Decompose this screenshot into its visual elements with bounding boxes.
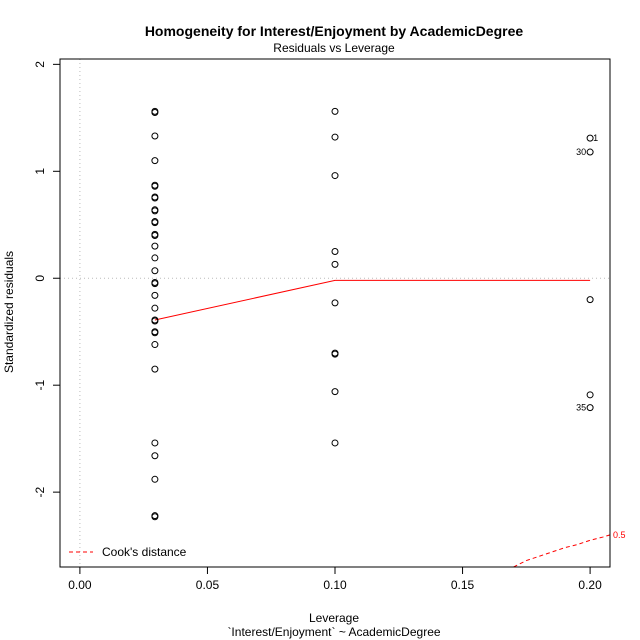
cooks-contour-label: 0.5 (613, 530, 626, 540)
data-point (331, 439, 339, 447)
x-tick-label: 0.15 (451, 578, 475, 592)
x-tick-label: 0.05 (196, 578, 220, 592)
smooth-line (154, 279, 591, 321)
data-point (151, 341, 159, 349)
data-point (151, 329, 159, 337)
data-point (151, 231, 159, 239)
data-point (331, 299, 339, 307)
x-tick-label: 0.20 (578, 578, 602, 592)
chart-subtitle: Residuals vs Leverage (273, 41, 395, 55)
x-tick-label: 0.00 (68, 578, 92, 592)
y-axis: -2 -1 0 1 2 (33, 61, 61, 497)
point-label: 35 (576, 403, 586, 413)
data-point (151, 194, 159, 202)
data-point (586, 134, 594, 142)
data-point (151, 280, 159, 288)
data-point (151, 219, 159, 227)
data-point (151, 439, 159, 447)
y-tick-label: 1 (33, 168, 47, 175)
x-axis-label: Leverage (309, 611, 359, 625)
data-point (151, 475, 159, 483)
plot-frame (59, 58, 611, 568)
data-point (586, 296, 594, 304)
x-tick-label: 0.10 (323, 578, 347, 592)
x-axis-sublabel: `Interest/Enjoyment` ~ AcademicDegree (227, 625, 440, 639)
data-point (151, 365, 159, 373)
data-point (151, 108, 159, 116)
data-point (151, 304, 159, 312)
data-point (151, 254, 159, 262)
data-point (151, 513, 159, 521)
data-point (586, 148, 594, 156)
data-point (151, 452, 159, 460)
data-point (331, 107, 339, 115)
data-point (151, 242, 159, 250)
data-point (151, 182, 159, 190)
legend: Cook's distance (69, 545, 187, 559)
data-point (586, 391, 594, 399)
legend-cooks-label: Cook's distance (102, 545, 187, 559)
data-point (331, 172, 339, 180)
data-point (151, 317, 159, 325)
x-axis: 0.00 0.05 0.10 0.15 0.20 (68, 566, 602, 592)
data-point (331, 133, 339, 141)
cooks-distance-curve (513, 534, 610, 567)
plot-area (60, 59, 610, 567)
data-point (151, 207, 159, 215)
y-tick-label: -1 (33, 380, 47, 391)
data-point (151, 157, 159, 165)
y-tick-label: -2 (33, 486, 47, 497)
y-axis-label: Standardized residuals (2, 251, 16, 373)
data-point (151, 267, 159, 275)
data-point (331, 248, 339, 256)
point-label: 30 (576, 147, 586, 157)
data-point (331, 260, 339, 268)
data-point (331, 350, 339, 358)
data-point (151, 291, 159, 299)
y-tick-label: 2 (33, 61, 47, 68)
data-point (586, 404, 594, 412)
chart-title: Homogeneity for Interest/Enjoyment by Ac… (145, 23, 524, 39)
point-label: 1 (593, 133, 598, 143)
data-point (331, 388, 339, 396)
y-tick-label: 0 (33, 275, 47, 282)
data-point (151, 132, 159, 140)
